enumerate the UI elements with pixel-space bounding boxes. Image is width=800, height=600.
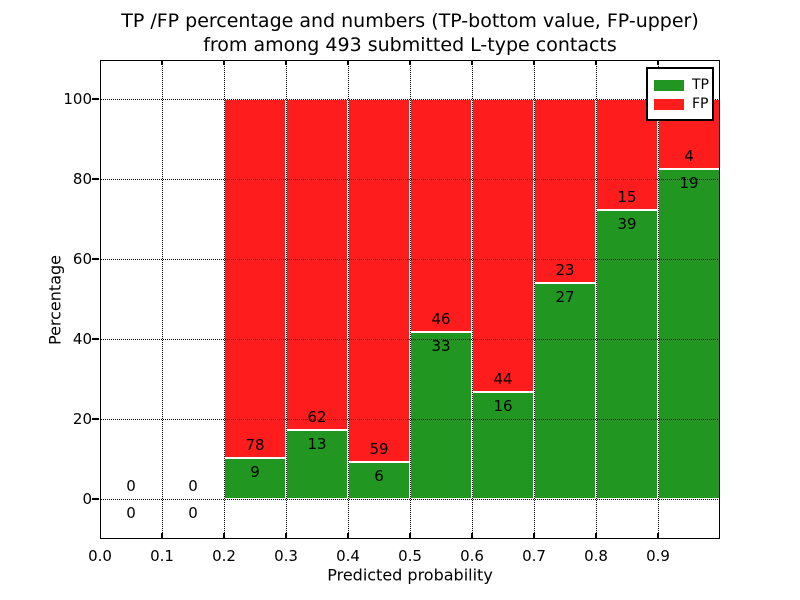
- x-tick-mark: [285, 533, 287, 539]
- fp-count-label: 23: [555, 261, 575, 279]
- fp-count-label: 62: [307, 407, 327, 426]
- x-tick-mark-top: [409, 60, 411, 65]
- x-gridline: [224, 60, 225, 539]
- tp-count-label: 9: [250, 462, 260, 481]
- x-tick-label: 0.9: [646, 547, 670, 565]
- tp-count-label: 27: [555, 288, 575, 306]
- x-tick-mark-top: [471, 60, 473, 65]
- x-tick-label: 0.0: [88, 547, 112, 565]
- x-tick-mark: [409, 533, 411, 539]
- tp-count-label: 6: [374, 467, 384, 486]
- x-gridline: [472, 60, 473, 539]
- x-tick-label: 0.5: [398, 547, 422, 565]
- y-tick-label: 20: [72, 410, 92, 428]
- x-tick-label: 0.1: [150, 547, 174, 565]
- tp-count-label: 0: [188, 504, 198, 522]
- legend-entry-fp: FP: [654, 96, 709, 112]
- bar-segment-tp: [224, 457, 286, 499]
- plot-area: TP FP 0 20 40 60 80 100 0.0 0.1 0.2 0.3 0.4 0.5 0.6 0.…: [63, 60, 720, 565]
- legend-entry-tp: TP: [654, 77, 709, 93]
- y-tick-label: 100: [63, 90, 92, 108]
- y-tick-label: 40: [72, 330, 92, 348]
- x-tick-mark-top: [347, 60, 349, 65]
- x-gridline: [410, 60, 411, 539]
- x-tick-mark-top: [223, 60, 225, 65]
- x-tick-mark-top: [533, 60, 535, 65]
- x-tick-mark: [223, 533, 225, 539]
- x-tick-label: 0.2: [212, 547, 236, 565]
- x-tick-mark-top: [595, 60, 597, 65]
- chart-title-line1: TP /FP percentage and numbers (TP-bottom…: [121, 10, 699, 32]
- bar-segment-fp: [534, 99, 596, 283]
- fp-count-label: 59: [369, 440, 389, 459]
- x-gridline: [348, 60, 349, 539]
- y-tick-label: 60: [72, 250, 92, 268]
- x-gridline: [534, 60, 535, 539]
- y-tick-mark: [92, 498, 99, 500]
- tp-count-label: 19: [679, 173, 699, 192]
- tp-count-label: 13: [307, 434, 327, 453]
- bar-segment-tp: [348, 462, 410, 499]
- bar-segment-fp: [410, 99, 472, 332]
- tp-count-label: 16: [493, 397, 513, 416]
- chart-title-line2: from among 493 submitted L-type contacts: [203, 34, 617, 56]
- bar-segment-tp: [596, 210, 658, 499]
- bar-segment-tp: [472, 392, 534, 499]
- y-tick-mark: [92, 178, 99, 180]
- x-tick-label: 0.6: [460, 547, 484, 565]
- legend-swatch-tp: [654, 79, 684, 91]
- x-gridline: [162, 60, 163, 539]
- y-tick-mark: [92, 418, 99, 420]
- bar-segment-tp: [534, 283, 596, 499]
- bar-segment-tp: [658, 168, 720, 499]
- x-tick-mark-top: [657, 60, 659, 65]
- x-tick-label: 0.8: [584, 547, 608, 565]
- chart-title: TP /FP percentage and numbers (TP-bottom…: [20, 9, 800, 57]
- bar-segment-fp: [224, 99, 286, 458]
- fp-count-label: 0: [126, 477, 136, 495]
- x-tick-mark: [161, 533, 163, 539]
- x-tick-mark-top: [285, 60, 287, 65]
- fp-count-label: 46: [431, 309, 451, 328]
- x-tick-mark-top: [161, 60, 163, 65]
- y-tick-label: 80: [72, 170, 92, 188]
- tp-count-label: 0: [126, 504, 136, 522]
- tp-count-label: 39: [617, 215, 637, 234]
- y-tick-mark: [92, 258, 99, 260]
- legend-swatch-fp: [654, 98, 684, 110]
- x-tick-mark: [471, 533, 473, 539]
- x-tick-label: 0.3: [274, 547, 298, 565]
- fp-count-label: 44: [493, 370, 513, 389]
- fp-count-label: 4: [684, 146, 694, 165]
- x-tick-mark: [347, 533, 349, 539]
- x-tick-mark: [533, 533, 535, 539]
- x-tick-mark: [657, 533, 659, 539]
- fp-count-label: 78: [245, 435, 265, 454]
- x-gridline: [658, 60, 659, 539]
- x-tick-label: 0.4: [336, 547, 360, 565]
- x-gridline: [286, 60, 287, 539]
- legend-label: FP: [692, 96, 709, 112]
- legend-label: TP: [692, 77, 709, 93]
- bar-segment-fp: [286, 99, 348, 430]
- y-tick-mark: [92, 338, 99, 340]
- tp-count-label: 33: [431, 336, 451, 355]
- bar-segment-fp: [472, 99, 534, 393]
- bar-segment-fp: [348, 99, 410, 463]
- x-tick-mark: [595, 533, 597, 539]
- fp-count-label: 15: [617, 188, 637, 207]
- x-gridline: [596, 60, 597, 539]
- fp-count-label: 0: [188, 477, 198, 495]
- y-tick-mark: [92, 98, 99, 100]
- y-tick-label: 0: [82, 490, 92, 508]
- x-tick-label: 0.7: [522, 547, 546, 565]
- bar-segment-tp: [410, 331, 472, 499]
- legend: TP FP: [646, 67, 714, 121]
